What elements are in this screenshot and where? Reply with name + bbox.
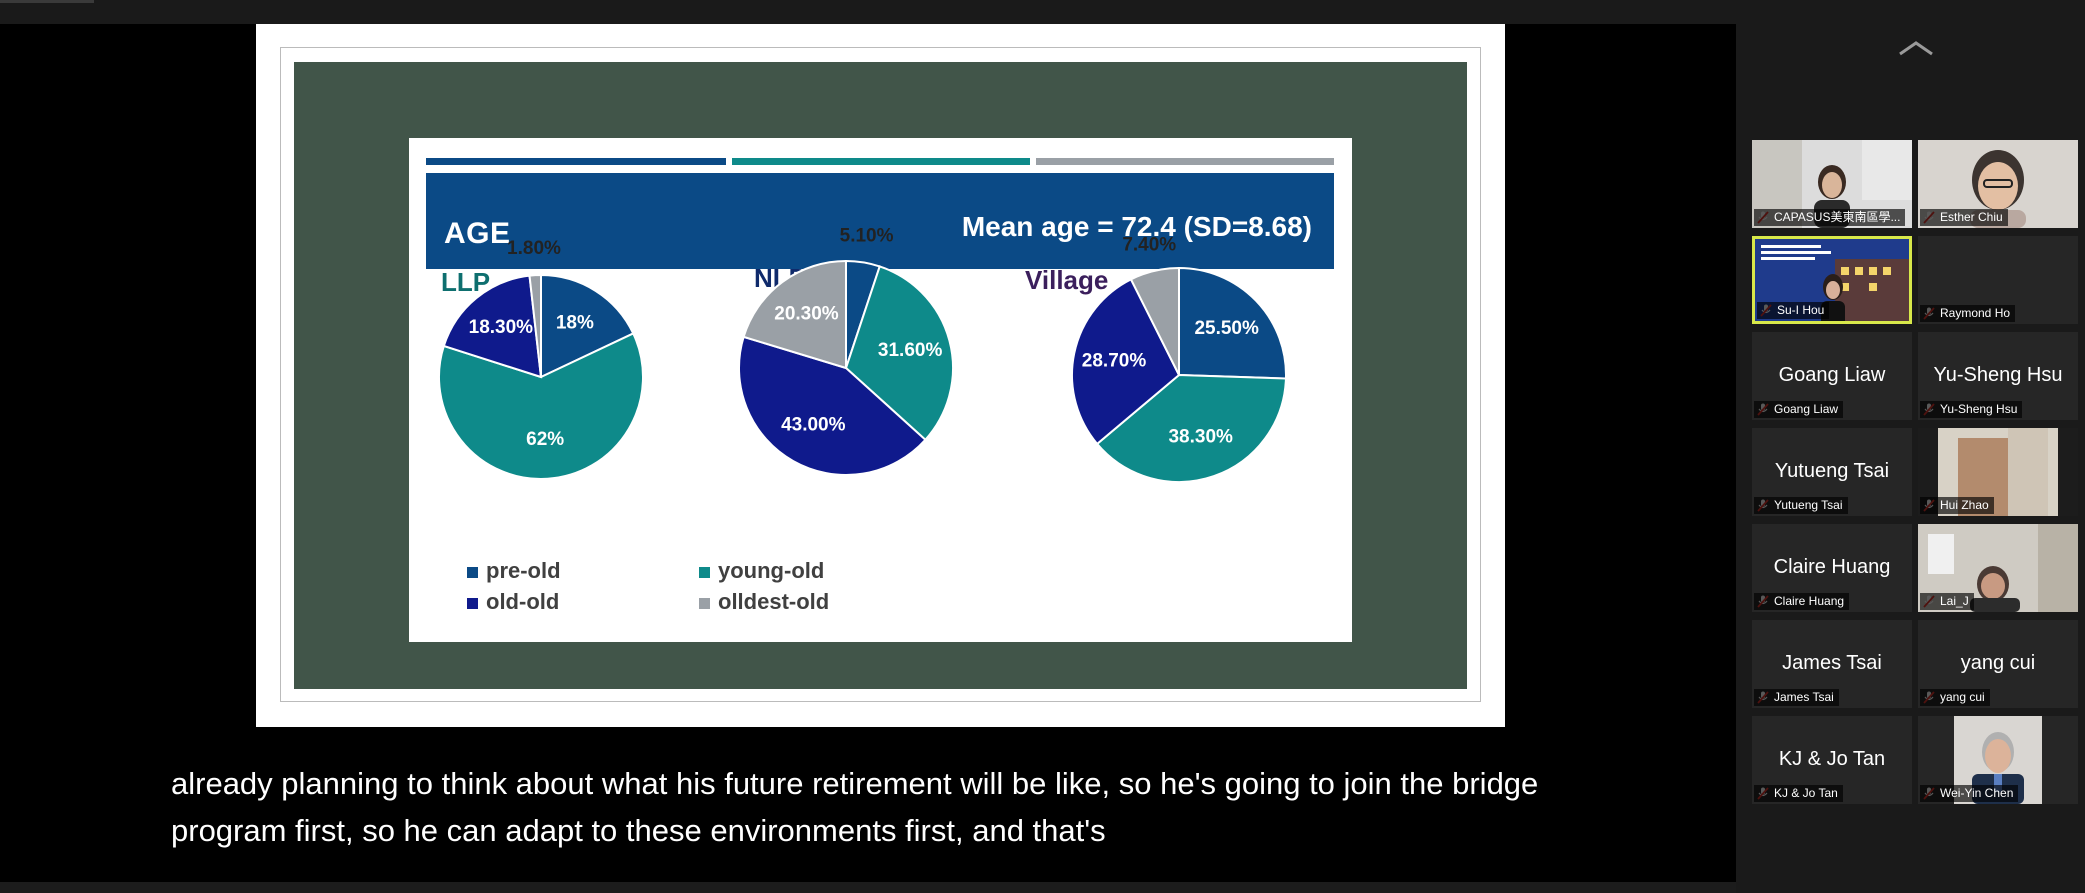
participant-tile[interactable]: yang cui yang cui (1918, 620, 2078, 708)
header-stripe-1 (426, 158, 726, 165)
legend-label-oldest-old: olldest-old (718, 589, 830, 614)
participant-name-label: Lai_J (1920, 593, 1974, 610)
participant-display-name: Yutueng Tsai (1774, 460, 1890, 482)
pie-label-nlp-pre-old: 5.10% (840, 226, 894, 247)
participant-name-label: Wei-Yin Chen (1920, 785, 2019, 802)
participant-tile[interactable]: KJ & Jo Tan KJ & Jo Tan (1752, 716, 1912, 804)
legend-young-old: young-old (699, 558, 824, 584)
legend-pre-old: pre-old (467, 558, 561, 584)
legend-label-old-old: old-old (486, 589, 560, 614)
legend-oldest-old: olldest-old (699, 589, 829, 615)
age-title: AGE (444, 217, 511, 250)
participant-tile[interactable]: James Tsai James Tsai (1752, 620, 1912, 708)
pie-slice-nlp-old-old (738, 335, 927, 476)
participant-gallery: CAPASUS美東南區學... Esther Chiu Su-I Hou Raymon… (1736, 24, 2085, 893)
participant-name-label: Goang Liaw (1754, 401, 1844, 418)
participant-display-name: Claire Huang (1773, 556, 1891, 578)
participant-name-label: Yu-Sheng Hsu (1920, 401, 2023, 418)
participant-tile[interactable]: Hui Zhao (1918, 428, 2078, 516)
pie-label-village-young-old: 38.30% (1168, 427, 1233, 448)
pie-label-village-pre-old: 25.50% (1194, 318, 1259, 339)
participant-name-label: yang cui (1920, 689, 1990, 706)
participant-name-label: Yutueng Tsai (1754, 497, 1848, 514)
pie-label-llp-pre-old: 18% (556, 313, 594, 334)
legend-swatch-oldest-old (699, 597, 710, 609)
caption-line-2: program first, so he can adapt to these … (171, 813, 1106, 848)
participant-tile[interactable]: Esther Chiu (1918, 140, 2078, 228)
pie-label-llp-old-old: 18.30% (469, 317, 534, 338)
pie-slice-llp-young-old (438, 332, 644, 480)
participant-display-name: Goang Liaw (1778, 364, 1886, 386)
participant-display-name: Yu-Sheng Hsu (1933, 364, 2063, 386)
pie-title-village: Village (1025, 265, 1108, 295)
participant-tile[interactable]: Raymond Ho (1918, 236, 2078, 324)
shared-screen-area: AGE Mean age = 72.4 (SD=8.68) LLP 18% 62% 1… (0, 24, 1736, 882)
pie-label-village-olldest-old: 7.40% (1122, 234, 1176, 255)
pie-slice-village-old-old (1071, 278, 1181, 446)
participant-name-label: James Tsai (1754, 689, 1839, 706)
pie-slice-nlp-young-old (844, 265, 954, 442)
participant-name-label: CAPASUS美東南區學... (1754, 209, 1906, 226)
participant-tile[interactable]: Lai_J (1918, 524, 2078, 612)
pie-slice-llp-old-old (442, 274, 543, 379)
pie-slice-llp-pre-old (540, 273, 635, 379)
pie-slice-village-pre-old (1178, 266, 1287, 380)
window-top-bar (0, 0, 2085, 24)
pie-slice-village-olldest-old (1129, 266, 1180, 376)
participant-name-label: Raymond Ho (1920, 305, 2016, 322)
participant-display-name: yang cui (1960, 652, 2036, 674)
participant-name-label: Su-I Hou (1757, 302, 1830, 319)
participant-tile[interactable]: Su-I Hou (1752, 236, 1912, 324)
legend-swatch-young-old (699, 566, 710, 578)
legend-label-pre-old: pre-old (486, 558, 561, 583)
legend-old-old: old-old (467, 589, 559, 615)
chevron-up-icon[interactable] (1896, 38, 1936, 58)
pie-label-llp-olldest-old: 1.80% (507, 238, 561, 259)
participant-tile[interactable]: Claire Huang Claire Huang (1752, 524, 1912, 612)
participant-name-label: Claire Huang (1754, 593, 1850, 610)
header-stripe-3 (1036, 158, 1334, 165)
age-header-band: AGE Mean age = 72.4 (SD=8.68) (426, 173, 1334, 269)
participant-video (1918, 140, 2078, 228)
participant-tile[interactable]: Yutueng Tsai Yutueng Tsai (1752, 428, 1912, 516)
participant-tile[interactable]: Yu-Sheng Hsu Yu-Sheng Hsu (1918, 332, 2078, 420)
legend-label-young-old: young-old (718, 558, 825, 583)
pie-label-nlp-olldest-old: 20.30% (774, 304, 839, 325)
pie-label-nlp-old-old: 43.00% (781, 415, 846, 436)
pie-label-nlp-young-old: 31.60% (878, 340, 943, 361)
pie-label-village-old-old: 28.70% (1082, 351, 1147, 372)
header-stripe-2 (732, 158, 1030, 165)
slide-content-card: AGE Mean age = 72.4 (SD=8.68) LLP 18% 62% 1… (409, 138, 1352, 642)
legend-swatch-old-old (467, 597, 478, 609)
age-pie-charts: LLP18%62%18.30%1.80%NLP5.10%31.60%43.00%… (438, 226, 1287, 483)
participant-tile[interactable]: Wei-Yin Chen (1918, 716, 2078, 804)
slide-border (280, 47, 1481, 702)
pie-slice-llp-olldest-old (528, 273, 542, 378)
pie-slice-nlp-olldest-old (742, 259, 847, 370)
pie-slice-village-young-old (1095, 373, 1287, 483)
participant-name-label: Esther Chiu (1920, 209, 2008, 226)
legend-swatch-pre-old (467, 566, 478, 578)
bottom-bar (0, 882, 1736, 893)
mean-age-text: Mean age = 72.4 (SD=8.68) (961, 211, 1312, 242)
participant-name-label: Hui Zhao (1920, 497, 1994, 514)
shared-slide: AGE Mean age = 72.4 (SD=8.68) LLP 18% 62% 1… (256, 24, 1505, 727)
participant-display-name: James Tsai (1782, 652, 1882, 674)
pie-title-llp: LLP (441, 267, 490, 297)
pie-label-llp-young-old: 62% (526, 429, 564, 450)
participant-name-label: KJ & Jo Tan (1754, 785, 1843, 802)
participant-tile[interactable]: Goang Liaw Goang Liaw (1752, 332, 1912, 420)
participant-video (1918, 524, 2078, 612)
participant-tile[interactable]: CAPASUS美東南區學... (1752, 140, 1912, 228)
top-tab-indicator (0, 0, 94, 3)
participant-display-name: KJ & Jo Tan (1778, 748, 1886, 770)
caption-line-1: already planning to think about what his… (171, 766, 1539, 801)
